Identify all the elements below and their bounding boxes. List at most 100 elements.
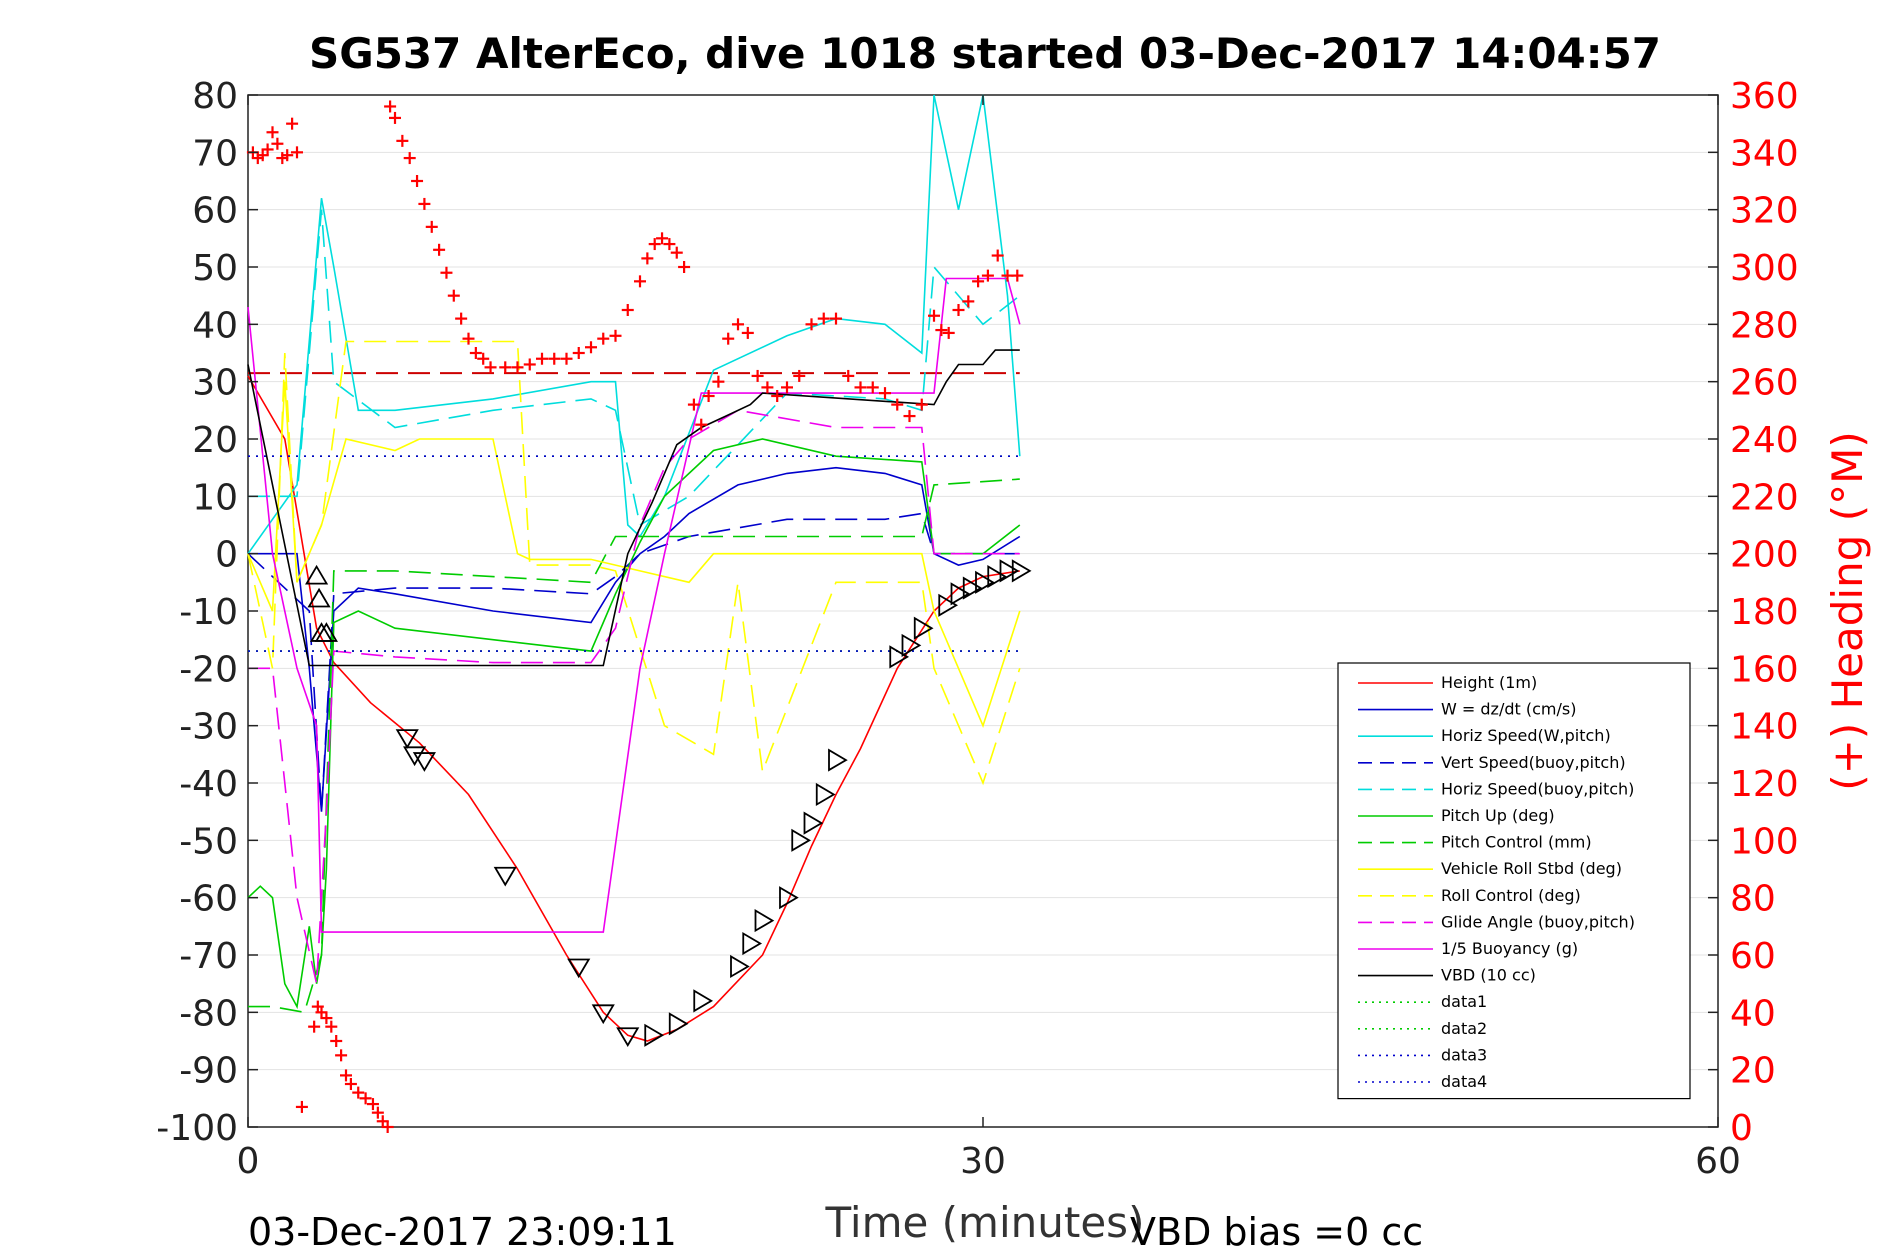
heading-point <box>830 312 842 325</box>
right-tick-label: 160 <box>1730 649 1799 690</box>
series-line-4 <box>248 209 1021 527</box>
depth-marker <box>412 752 436 772</box>
depth-marker <box>305 564 329 585</box>
right-tick-label: 340 <box>1730 133 1799 174</box>
heading-point <box>381 1121 394 1133</box>
heading-point <box>722 332 735 345</box>
legend-entry-label: Vert Speed(buoy,pitch) <box>1441 753 1626 772</box>
legend-entry-label: data1 <box>1441 992 1487 1011</box>
depth-marker <box>668 1012 689 1036</box>
depth-marker <box>730 954 750 979</box>
heading-point <box>366 1098 379 1111</box>
right-tick-label: 200 <box>1730 535 1799 576</box>
heading-point <box>325 1020 338 1033</box>
heading-point <box>536 352 548 365</box>
left-tick-label: 60 <box>192 191 238 232</box>
heading-point <box>641 252 654 265</box>
depth-marker <box>803 811 824 835</box>
left-tick-label: 40 <box>192 305 238 346</box>
left-tick-label: -80 <box>179 993 238 1034</box>
heading-point <box>879 387 891 400</box>
depth-marker <box>815 782 836 807</box>
right-axis-ticks: 3603403203002802602402202001801601401201… <box>1708 76 1799 1149</box>
heading-point <box>291 146 303 159</box>
right-tick-label: 60 <box>1730 936 1776 977</box>
heading-point <box>781 381 793 394</box>
heading-point <box>952 304 965 316</box>
heading-point <box>663 238 676 251</box>
right-tick-label: 40 <box>1730 993 1776 1034</box>
heading-point <box>281 149 294 162</box>
x-axis-label: Time (minutes) <box>825 1198 1145 1247</box>
heading-point <box>817 312 830 325</box>
series-line-9 <box>248 409 1020 984</box>
series-line-8 <box>247 340 1021 786</box>
depth-marker <box>754 909 775 933</box>
left-tick-label: 10 <box>192 477 238 518</box>
chart-title: SG537 AlterEco, dive 1018 started 03-Dec… <box>309 29 1661 78</box>
depth-marker <box>693 989 714 1013</box>
left-tick-label: -60 <box>179 879 238 920</box>
right-tick-label: 180 <box>1730 592 1799 633</box>
depth-marker <box>901 633 922 657</box>
depth-marker <box>913 616 934 640</box>
depth-marker <box>591 1004 615 1025</box>
legend-entry-label: W = dz/dt (cm/s) <box>1441 700 1576 719</box>
heading-point <box>462 332 475 345</box>
heading-point <box>678 261 691 273</box>
legend-entry-label: Height (1m) <box>1441 673 1537 692</box>
heading-point <box>597 332 610 345</box>
series-line-3 <box>247 512 1020 812</box>
heading-point <box>648 238 661 251</box>
heading-point <box>991 249 1004 262</box>
left-tick-label: -50 <box>179 821 238 862</box>
heading-point <box>359 1092 372 1105</box>
depth-marker <box>493 866 517 887</box>
heading-point <box>891 398 904 411</box>
left-tick-label: 70 <box>192 133 238 174</box>
legend: Height (1m) W = dz/dt (cm/s) Horiz Speed(W… <box>1337 662 1691 1100</box>
heading-point <box>621 304 634 316</box>
heading-point <box>389 111 401 124</box>
left-tick-label: -70 <box>179 936 238 977</box>
depth-marker <box>403 746 427 767</box>
legend-entry-label: data3 <box>1441 1045 1487 1064</box>
heading-point <box>433 243 446 256</box>
heading-point <box>585 341 597 354</box>
heading-point <box>320 1012 333 1025</box>
depth-marker <box>644 1023 665 1047</box>
heading-point <box>352 1086 365 1099</box>
heading-point <box>634 275 646 288</box>
heading-point <box>335 1049 348 1062</box>
heading-point <box>656 232 669 245</box>
series-line-11 <box>247 349 1020 667</box>
left-tick-label: -10 <box>179 592 238 633</box>
heading-point <box>702 390 715 402</box>
depth-marker <box>779 886 799 910</box>
heading-point <box>411 175 424 187</box>
heading-point <box>384 100 397 113</box>
left-tick-label: 0 <box>215 535 238 576</box>
depth-marker <box>975 570 995 594</box>
heading-point <box>572 347 585 359</box>
heading-point <box>972 275 985 288</box>
depth-markers-layer <box>305 559 1032 1048</box>
heading-point <box>751 369 764 382</box>
depth-marker <box>950 582 971 606</box>
heading-point <box>396 134 409 147</box>
legend-entry-label: 1/5 Buoyancy (g) <box>1441 939 1578 958</box>
heading-point <box>484 361 497 374</box>
heading-point <box>805 318 818 331</box>
left-tick-label: -40 <box>179 764 238 805</box>
right-tick-label: 0 <box>1730 1108 1753 1149</box>
heading-point <box>560 352 573 365</box>
legend-entry-label: Pitch Up (deg) <box>1441 806 1555 825</box>
left-tick-label: 30 <box>192 363 238 404</box>
heading-point <box>695 418 708 431</box>
legend-entry-label: Horiz Speed(buoy,pitch) <box>1441 779 1634 798</box>
heading-point <box>523 358 536 371</box>
heading-point <box>942 326 955 339</box>
heading-point <box>477 352 490 365</box>
heading-point <box>295 1100 308 1113</box>
